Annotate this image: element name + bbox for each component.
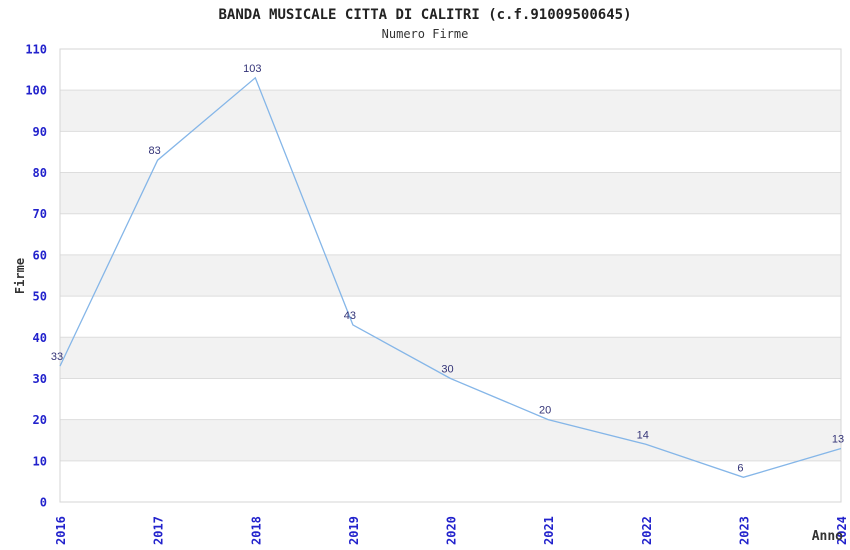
chart-subtitle: Numero Firme <box>382 27 469 41</box>
chart-title: BANDA MUSICALE CITTA DI CALITRI (c.f.910… <box>218 7 631 23</box>
y-tick-label: 80 <box>33 166 47 180</box>
x-tick-label: 2017 <box>152 516 166 545</box>
data-label: 13 <box>832 434 844 446</box>
plot-band <box>60 419 841 461</box>
data-label: 20 <box>539 405 551 417</box>
data-label: 30 <box>441 364 453 376</box>
y-tick-label: 0 <box>40 496 47 510</box>
y-tick-label: 100 <box>25 84 47 98</box>
y-axis-title: Firme <box>13 258 27 294</box>
y-tick-label: 30 <box>33 372 47 386</box>
data-label: 14 <box>637 429 649 441</box>
plot-band <box>60 254 841 297</box>
y-tick-label: 70 <box>33 207 47 221</box>
data-label: 6 <box>737 462 743 474</box>
series-layer <box>59 76 842 478</box>
plot-bands-layer <box>60 90 841 461</box>
x-tick-label: 2018 <box>249 516 263 545</box>
plot-band <box>60 90 841 132</box>
y-tick-label: 60 <box>33 248 47 262</box>
y-tick-labels-layer: 0 10 20 30 40 50 60 70 80 90 100 110 <box>25 43 47 510</box>
plot-band <box>60 337 841 379</box>
y-tick-label: 40 <box>33 331 47 345</box>
series-line <box>59 76 842 478</box>
data-labels-layer: 33 83 103 43 30 20 14 6 13 <box>51 63 844 474</box>
y-tick-label: 20 <box>33 413 47 427</box>
x-tick-label: 2016 <box>54 516 68 545</box>
y-tick-label: 10 <box>33 454 47 468</box>
x-tick-label: 2022 <box>640 516 654 545</box>
x-tick-label: 2023 <box>737 516 751 545</box>
plot-border <box>59 48 842 503</box>
data-label: 103 <box>243 63 261 75</box>
y-tick-label: 110 <box>25 43 47 57</box>
x-tick-label: 2019 <box>347 516 361 545</box>
x-tick-label: 2021 <box>542 516 556 545</box>
data-label: 83 <box>148 145 160 157</box>
x-tick-label: 2020 <box>445 516 459 545</box>
y-tick-label: 50 <box>33 290 47 304</box>
y-tick-label: 90 <box>33 125 47 139</box>
plot-band <box>60 172 841 214</box>
x-tick-labels-layer: 2016 2017 2018 2019 2020 2021 2022 2023 2024 <box>54 516 849 545</box>
x-axis-title: Anno <box>812 529 843 544</box>
data-label: 43 <box>344 310 356 322</box>
data-label: 33 <box>51 351 63 363</box>
x-tick-label: 2024 <box>835 516 849 545</box>
